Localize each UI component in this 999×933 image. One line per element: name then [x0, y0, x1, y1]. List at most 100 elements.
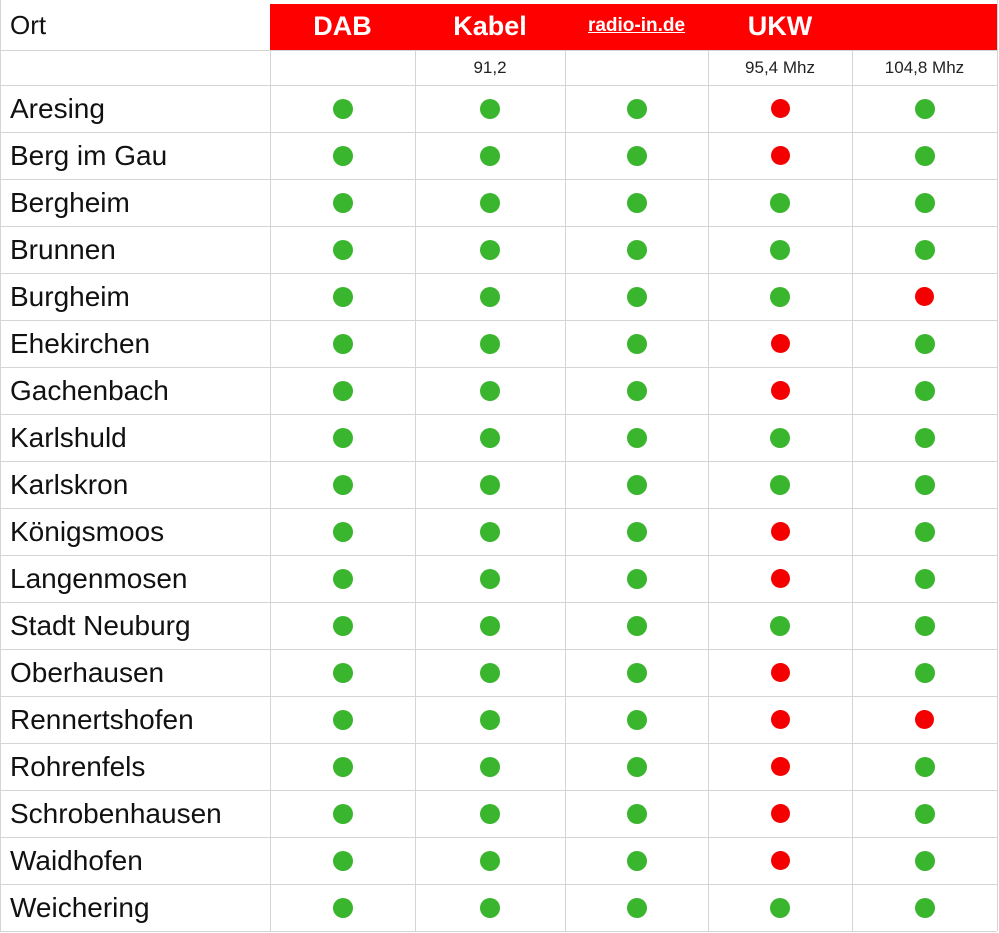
status-dot	[480, 521, 500, 542]
status-dot	[914, 803, 935, 824]
status-dot	[480, 709, 500, 730]
place-name: Ehekirchen	[10, 328, 151, 359]
status-dot	[914, 850, 935, 871]
status-dot	[770, 804, 790, 823]
grid-line	[0, 85, 997, 86]
status-dot	[480, 662, 500, 683]
grid-line	[0, 0, 1, 931]
status-dot	[480, 897, 500, 918]
grid-line	[0, 461, 997, 462]
status-dot	[480, 98, 500, 119]
grid-line	[0, 226, 997, 227]
status-dot	[914, 98, 935, 119]
status-dot	[332, 380, 353, 401]
grid-line	[0, 50, 997, 51]
grid-line	[0, 743, 997, 744]
status-dot	[332, 615, 353, 636]
place-name: Oberhausen	[10, 657, 165, 688]
column-subheader: 91,2	[473, 58, 507, 77]
status-dot	[626, 380, 647, 401]
place-name: Burgheim	[10, 281, 130, 312]
status-dot	[332, 521, 353, 542]
status-dot	[914, 521, 935, 542]
place-name: Rennertshofen	[10, 704, 194, 735]
place-name: Gachenbach	[10, 375, 169, 406]
grid-line	[0, 320, 997, 321]
place-name: Karlskron	[10, 469, 129, 500]
status-dot	[332, 568, 353, 589]
status-dot	[332, 709, 353, 730]
status-dot	[914, 427, 935, 448]
status-dot	[332, 145, 353, 166]
grid-line	[0, 696, 997, 697]
status-dot	[332, 192, 353, 213]
status-dot	[914, 333, 935, 354]
status-dot	[332, 286, 353, 307]
status-dot	[626, 803, 647, 824]
column-subheader: 104,8 Mhz	[884, 58, 965, 77]
grid-line	[0, 273, 997, 274]
place-name: Langenmosen	[10, 563, 188, 594]
status-dot	[914, 615, 935, 636]
status-dot	[332, 474, 353, 495]
column-header: Kabel	[453, 11, 527, 41]
status-dot	[770, 897, 790, 918]
status-dot	[480, 286, 500, 307]
grid-line	[270, 50, 271, 931]
status-dot	[626, 850, 647, 871]
status-dot	[626, 145, 647, 166]
status-dot	[770, 146, 790, 165]
status-dot	[480, 427, 500, 448]
grid-line	[415, 50, 416, 931]
status-dot	[480, 239, 500, 260]
status-dot	[626, 521, 647, 542]
header-link[interactable]: radio-in.de	[587, 15, 686, 36]
grid-line	[0, 179, 997, 180]
grid-line	[0, 931, 997, 932]
place-name: Aresing	[10, 93, 105, 124]
status-dot	[914, 662, 935, 683]
status-dot	[480, 380, 500, 401]
grid-line	[0, 649, 997, 650]
status-dot	[332, 897, 353, 918]
status-dot	[770, 710, 790, 729]
status-dot	[626, 192, 647, 213]
status-dot	[770, 99, 790, 118]
status-dot	[770, 474, 790, 495]
status-dot	[915, 287, 934, 306]
status-dot	[914, 380, 935, 401]
place-name: Weichering	[10, 892, 150, 923]
status-dot	[915, 710, 934, 729]
status-dot	[770, 239, 790, 260]
status-dot	[914, 145, 935, 166]
place-name: Brunnen	[10, 234, 116, 265]
place-name: Waidhofen	[10, 845, 143, 876]
place-name: Königsmoos	[10, 516, 165, 547]
grid-line	[565, 50, 566, 931]
status-dot	[770, 381, 790, 400]
status-dot	[332, 427, 353, 448]
status-dot	[770, 192, 790, 213]
place-name: Karlshuld	[10, 422, 127, 453]
status-dot	[626, 333, 647, 354]
header-band	[270, 4, 997, 50]
status-dot	[332, 662, 353, 683]
place-name: Rohrenfels	[10, 751, 146, 782]
status-dot	[626, 239, 647, 260]
status-dot	[626, 897, 647, 918]
column-header: DAB	[313, 11, 372, 41]
status-dot	[332, 98, 353, 119]
status-dot	[770, 757, 790, 776]
status-dot	[626, 568, 647, 589]
status-dot	[770, 851, 790, 870]
status-dot	[480, 615, 500, 636]
status-dot	[480, 568, 500, 589]
grid-line	[852, 50, 853, 931]
grid-line	[0, 790, 997, 791]
grid-line	[997, 0, 998, 931]
grid-line	[708, 50, 709, 931]
status-dot	[626, 662, 647, 683]
status-dot	[914, 192, 935, 213]
status-dot	[332, 850, 353, 871]
